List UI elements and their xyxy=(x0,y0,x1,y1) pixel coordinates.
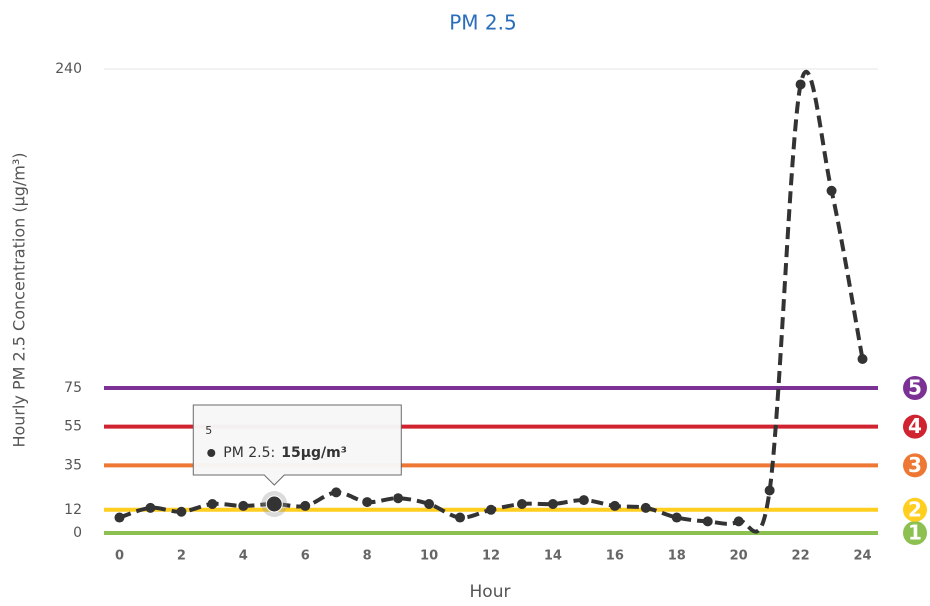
x-axis-label: Hour xyxy=(470,582,511,602)
threshold-badge-label: 2 xyxy=(908,497,922,521)
data-point xyxy=(671,512,682,523)
data-point xyxy=(609,500,620,511)
data-point xyxy=(145,502,156,513)
hover-point xyxy=(265,495,283,513)
data-point xyxy=(393,493,404,504)
data-point xyxy=(300,500,311,511)
threshold-badge xyxy=(903,497,927,522)
y-tick-label: 0 xyxy=(73,525,82,541)
data-point xyxy=(547,499,558,509)
data-point xyxy=(764,485,775,496)
data-point xyxy=(516,499,527,509)
data-point xyxy=(176,506,187,517)
data-point xyxy=(424,499,435,509)
data-point xyxy=(114,512,125,523)
x-tick-label: 24 xyxy=(853,549,871,564)
threshold-badge xyxy=(903,376,927,400)
tooltip-value: 15µg/m³ xyxy=(281,445,347,461)
threshold-badge xyxy=(903,414,927,439)
data-point xyxy=(207,499,218,509)
x-tick-label: 22 xyxy=(792,549,810,564)
x-tick-label: 4 xyxy=(239,549,248,564)
x-tick-label: 18 xyxy=(668,549,686,564)
x-tick-label: 16 xyxy=(606,549,624,564)
data-point xyxy=(640,502,651,513)
threshold-badge-label: 1 xyxy=(908,521,922,545)
y-tick-label: 35 xyxy=(64,457,82,473)
data-point xyxy=(578,495,589,506)
x-tick-label: 14 xyxy=(544,549,562,564)
y-tick-label: 75 xyxy=(64,380,82,396)
x-tick-label: 8 xyxy=(363,549,372,564)
threshold-badge-label: 4 xyxy=(908,414,922,438)
data-point xyxy=(795,79,806,90)
y-tick-label: 12 xyxy=(64,502,82,518)
tooltip-header: 5 xyxy=(205,424,212,437)
series-line xyxy=(118,69,865,534)
x-tick-label: 2 xyxy=(177,549,186,564)
x-tick-label: 12 xyxy=(482,549,500,564)
threshold-badge xyxy=(903,453,927,478)
tooltip-bullet xyxy=(207,449,216,457)
data-point xyxy=(826,185,837,196)
data-point xyxy=(362,497,373,508)
data-point xyxy=(702,516,713,527)
data-point xyxy=(733,516,744,527)
threshold-badge-label: 3 xyxy=(908,453,922,477)
x-tick-label: 10 xyxy=(420,549,438,564)
threshold-badge-label: 5 xyxy=(908,376,922,400)
tooltip-text: PM 2.5: xyxy=(223,445,275,461)
data-point xyxy=(486,504,496,515)
data-point xyxy=(857,354,868,364)
x-tick-label: 6 xyxy=(301,549,310,564)
data-point xyxy=(455,512,466,523)
y-axis-label: Hourly PM 2.5 Concentration (µg/m³) xyxy=(10,152,29,447)
y-tick-label: 55 xyxy=(64,419,82,435)
x-tick-label: 0 xyxy=(115,549,124,564)
tooltip-box xyxy=(192,404,402,486)
y-tick-label: 240 xyxy=(55,61,82,77)
chart-title: PM 2.5 xyxy=(449,11,516,35)
x-tick-label: 20 xyxy=(730,549,748,564)
data-point xyxy=(238,500,249,511)
threshold-badge xyxy=(903,521,927,545)
data-point xyxy=(331,487,342,498)
